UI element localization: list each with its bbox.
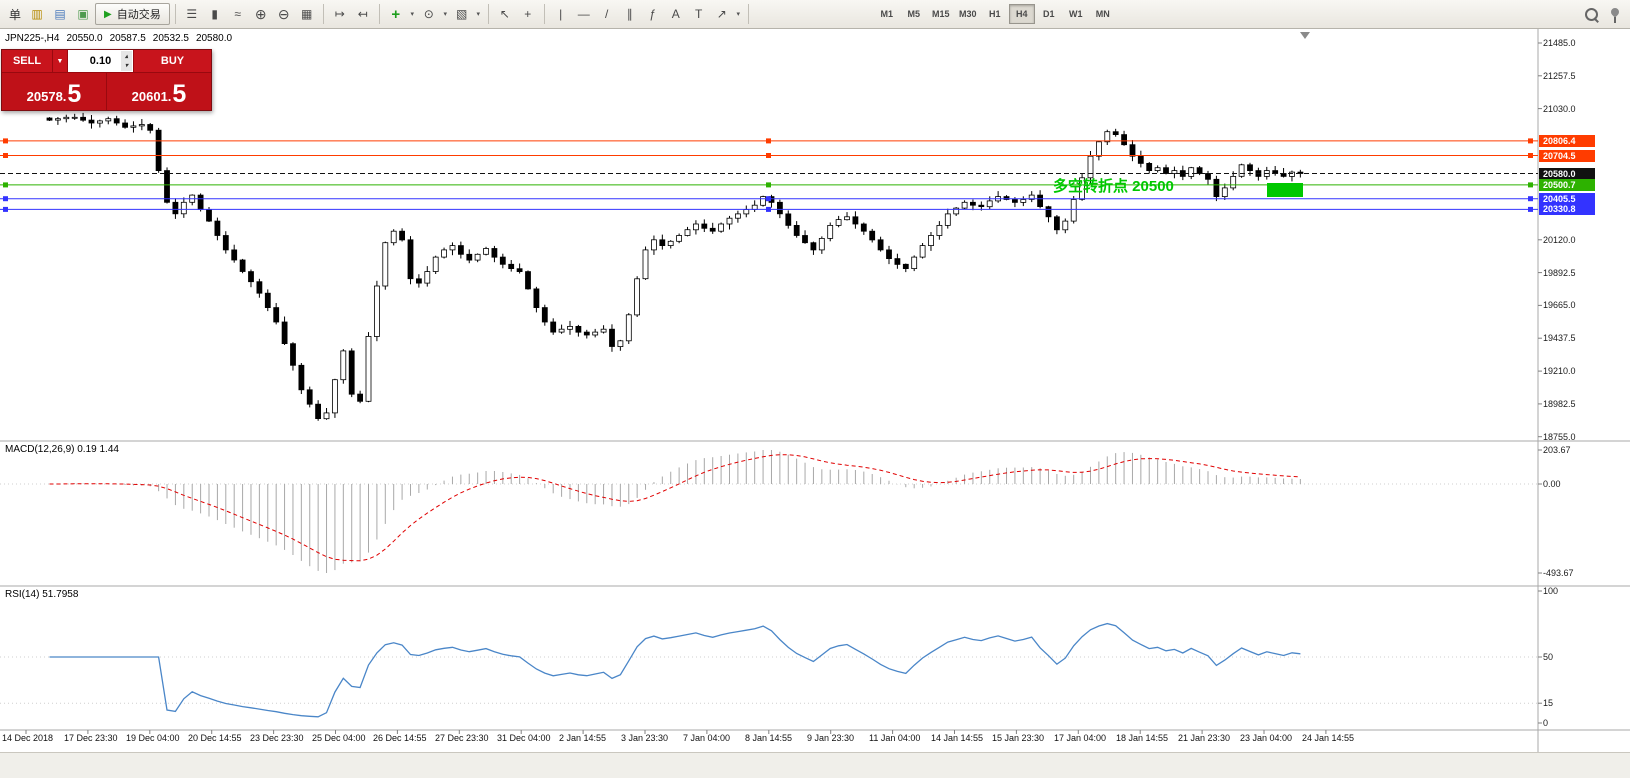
volume-value: 0.10	[89, 55, 112, 67]
line-handle[interactable]	[1528, 138, 1533, 144]
indicator-dropdown-icon[interactable]: ▾	[410, 11, 414, 18]
line-chart-icon[interactable]: ≈	[234, 7, 242, 21]
chart-annotation-text[interactable]: 多空转折点 20500	[1053, 178, 1174, 195]
profiles-icon[interactable]: ▤	[54, 7, 66, 21]
zoom-in-icon[interactable]: ⊕	[254, 5, 267, 22]
periods-dropdown-icon[interactable]: ▾	[443, 11, 447, 18]
buy-price-main: 20601.	[131, 89, 172, 104]
macd-histogram	[57, 450, 1301, 573]
text-icon[interactable]: A	[671, 7, 680, 21]
auto-scroll-icon[interactable]: ↦	[334, 7, 345, 21]
quick-search-icon[interactable]	[1580, 3, 1602, 25]
symbol-info: JPN225-,H4 20550.0 20587.5 20532.5 20580…	[5, 33, 232, 44]
timeframe-h4[interactable]: H4	[1008, 4, 1035, 24]
line-handle[interactable]	[3, 182, 8, 188]
periods-icon[interactable]: ⊙	[423, 7, 434, 21]
toolbar-divider	[322, 4, 324, 24]
toolbar-divider	[543, 4, 545, 24]
stepper-up-icon[interactable]: ▴	[124, 54, 128, 60]
line-handle[interactable]	[766, 196, 771, 202]
top-toolbar: 单 ▥ ▤ ▣ ▶ 自动交易 ☰ ▮ ≈ ⊕ ⊖ ▦ ↦ ↤ + ▾ ⊙ ▾ ▧…	[0, 0, 1630, 29]
crosshair-icon[interactable]: +	[524, 7, 532, 21]
tile-windows-icon[interactable]: ▦	[301, 7, 313, 21]
macd-indicator-label: MACD(12,26,9) 0.19 1.44	[5, 444, 119, 455]
timeframe-mn[interactable]: MN	[1095, 9, 1110, 19]
timeframe-m1[interactable]: M1	[880, 9, 893, 19]
candlesticks	[46, 112, 1304, 421]
sell-price[interactable]: 20578. 5	[2, 73, 106, 110]
timeframe-m15[interactable]: M15	[931, 9, 950, 19]
fibonacci-icon[interactable]: ƒ	[649, 7, 657, 21]
toolbar-divider	[378, 4, 380, 24]
autotrading-button[interactable]: ▶ 自动交易	[95, 3, 170, 25]
volume-stepper[interactable]: ▴ ▾	[121, 51, 132, 71]
arrows-icon[interactable]: ↗	[716, 7, 727, 21]
equidistant-channel-icon[interactable]: ∥	[626, 7, 633, 21]
chart-shift-marker-icon[interactable]	[1300, 32, 1310, 39]
line-handle[interactable]	[766, 138, 771, 144]
buy-button[interactable]: BUY	[134, 50, 211, 72]
chart-shift-icon[interactable]: ↤	[357, 7, 368, 21]
toolbar-divider	[747, 4, 749, 24]
line-handle[interactable]	[1528, 206, 1533, 212]
new-order-button[interactable]: 单	[9, 7, 22, 22]
templates-icon[interactable]: ▧	[456, 7, 468, 21]
bar-chart-icon[interactable]: ☰	[186, 7, 198, 21]
candlestick-chart-icon[interactable]: ▮	[211, 7, 219, 21]
autotrading-play-icon: ▶	[104, 8, 112, 20]
arrows-dropdown-icon[interactable]: ▾	[736, 11, 740, 18]
rsi-line	[49, 622, 1301, 718]
sell-price-big: 5	[67, 80, 82, 108]
buy-price[interactable]: 20601. 5	[106, 73, 211, 110]
charts-icon[interactable]: ▥	[31, 7, 43, 21]
sell-price-main: 20578.	[26, 89, 67, 104]
zoom-out-icon[interactable]: ⊖	[277, 5, 290, 22]
horizontal-line-icon[interactable]: —	[577, 7, 590, 21]
pin-icon[interactable]	[1603, 3, 1625, 25]
sell-dropdown-icon[interactable]: ▼	[52, 50, 68, 72]
autotrading-label: 自动交易	[116, 9, 161, 21]
terminal-icon[interactable]: ▣	[77, 7, 89, 21]
stepper-down-icon[interactable]: ▾	[124, 63, 128, 69]
ohlc-low: 20532.5	[152, 33, 189, 44]
symbol-name: JPN225-,H4	[5, 33, 60, 44]
cursor-icon[interactable]: ↖	[499, 7, 510, 21]
buy-price-big: 5	[172, 80, 187, 108]
line-handle[interactable]	[3, 153, 8, 158]
one-click-trading-panel: SELL ▼ 0.10 ▴ ▾ BUY 20578. 5 20601. 5	[1, 49, 212, 111]
line-handle[interactable]	[1528, 196, 1533, 202]
trendline-icon[interactable]: /	[605, 7, 609, 21]
volume-input[interactable]: 0.10 ▴ ▾	[68, 50, 134, 72]
sell-button[interactable]: SELL	[2, 50, 52, 72]
timeframe-w1[interactable]: W1	[1068, 9, 1083, 19]
line-handle[interactable]	[1528, 153, 1533, 158]
ohlc-high: 20587.5	[109, 33, 146, 44]
rsi-indicator-label: RSI(14) 51.7958	[5, 589, 79, 600]
timeframe-m30[interactable]: M30	[958, 9, 977, 19]
ohlc-open: 20550.0	[66, 33, 103, 44]
line-handle[interactable]	[766, 206, 771, 212]
toolbar-divider	[487, 4, 489, 24]
highlight-rectangle[interactable]	[1267, 183, 1303, 197]
toolbar-divider	[174, 4, 176, 24]
window-bottom	[0, 752, 1630, 778]
line-handle[interactable]	[3, 206, 8, 212]
line-handle[interactable]	[3, 196, 8, 202]
vertical-line-icon[interactable]: |	[559, 7, 563, 21]
line-handle[interactable]	[766, 182, 771, 188]
templates-dropdown-icon[interactable]: ▾	[476, 11, 480, 18]
timeframe-d1[interactable]: D1	[1042, 9, 1055, 19]
add-indicator-icon[interactable]: +	[391, 5, 401, 23]
line-handle[interactable]	[3, 138, 8, 144]
timeframe-m5[interactable]: M5	[907, 9, 920, 19]
line-handle[interactable]	[766, 153, 771, 158]
line-handle[interactable]	[1528, 182, 1533, 188]
ohlc-close: 20580.0	[195, 33, 233, 44]
text-label-icon[interactable]: T	[695, 7, 703, 21]
macd-signal-line	[49, 454, 1301, 562]
timeframe-h1[interactable]: H1	[988, 9, 1001, 19]
timeframe-toolbar: M1 M5 M15 M30 H1 H4 D1 W1 MN	[874, 4, 1116, 24]
